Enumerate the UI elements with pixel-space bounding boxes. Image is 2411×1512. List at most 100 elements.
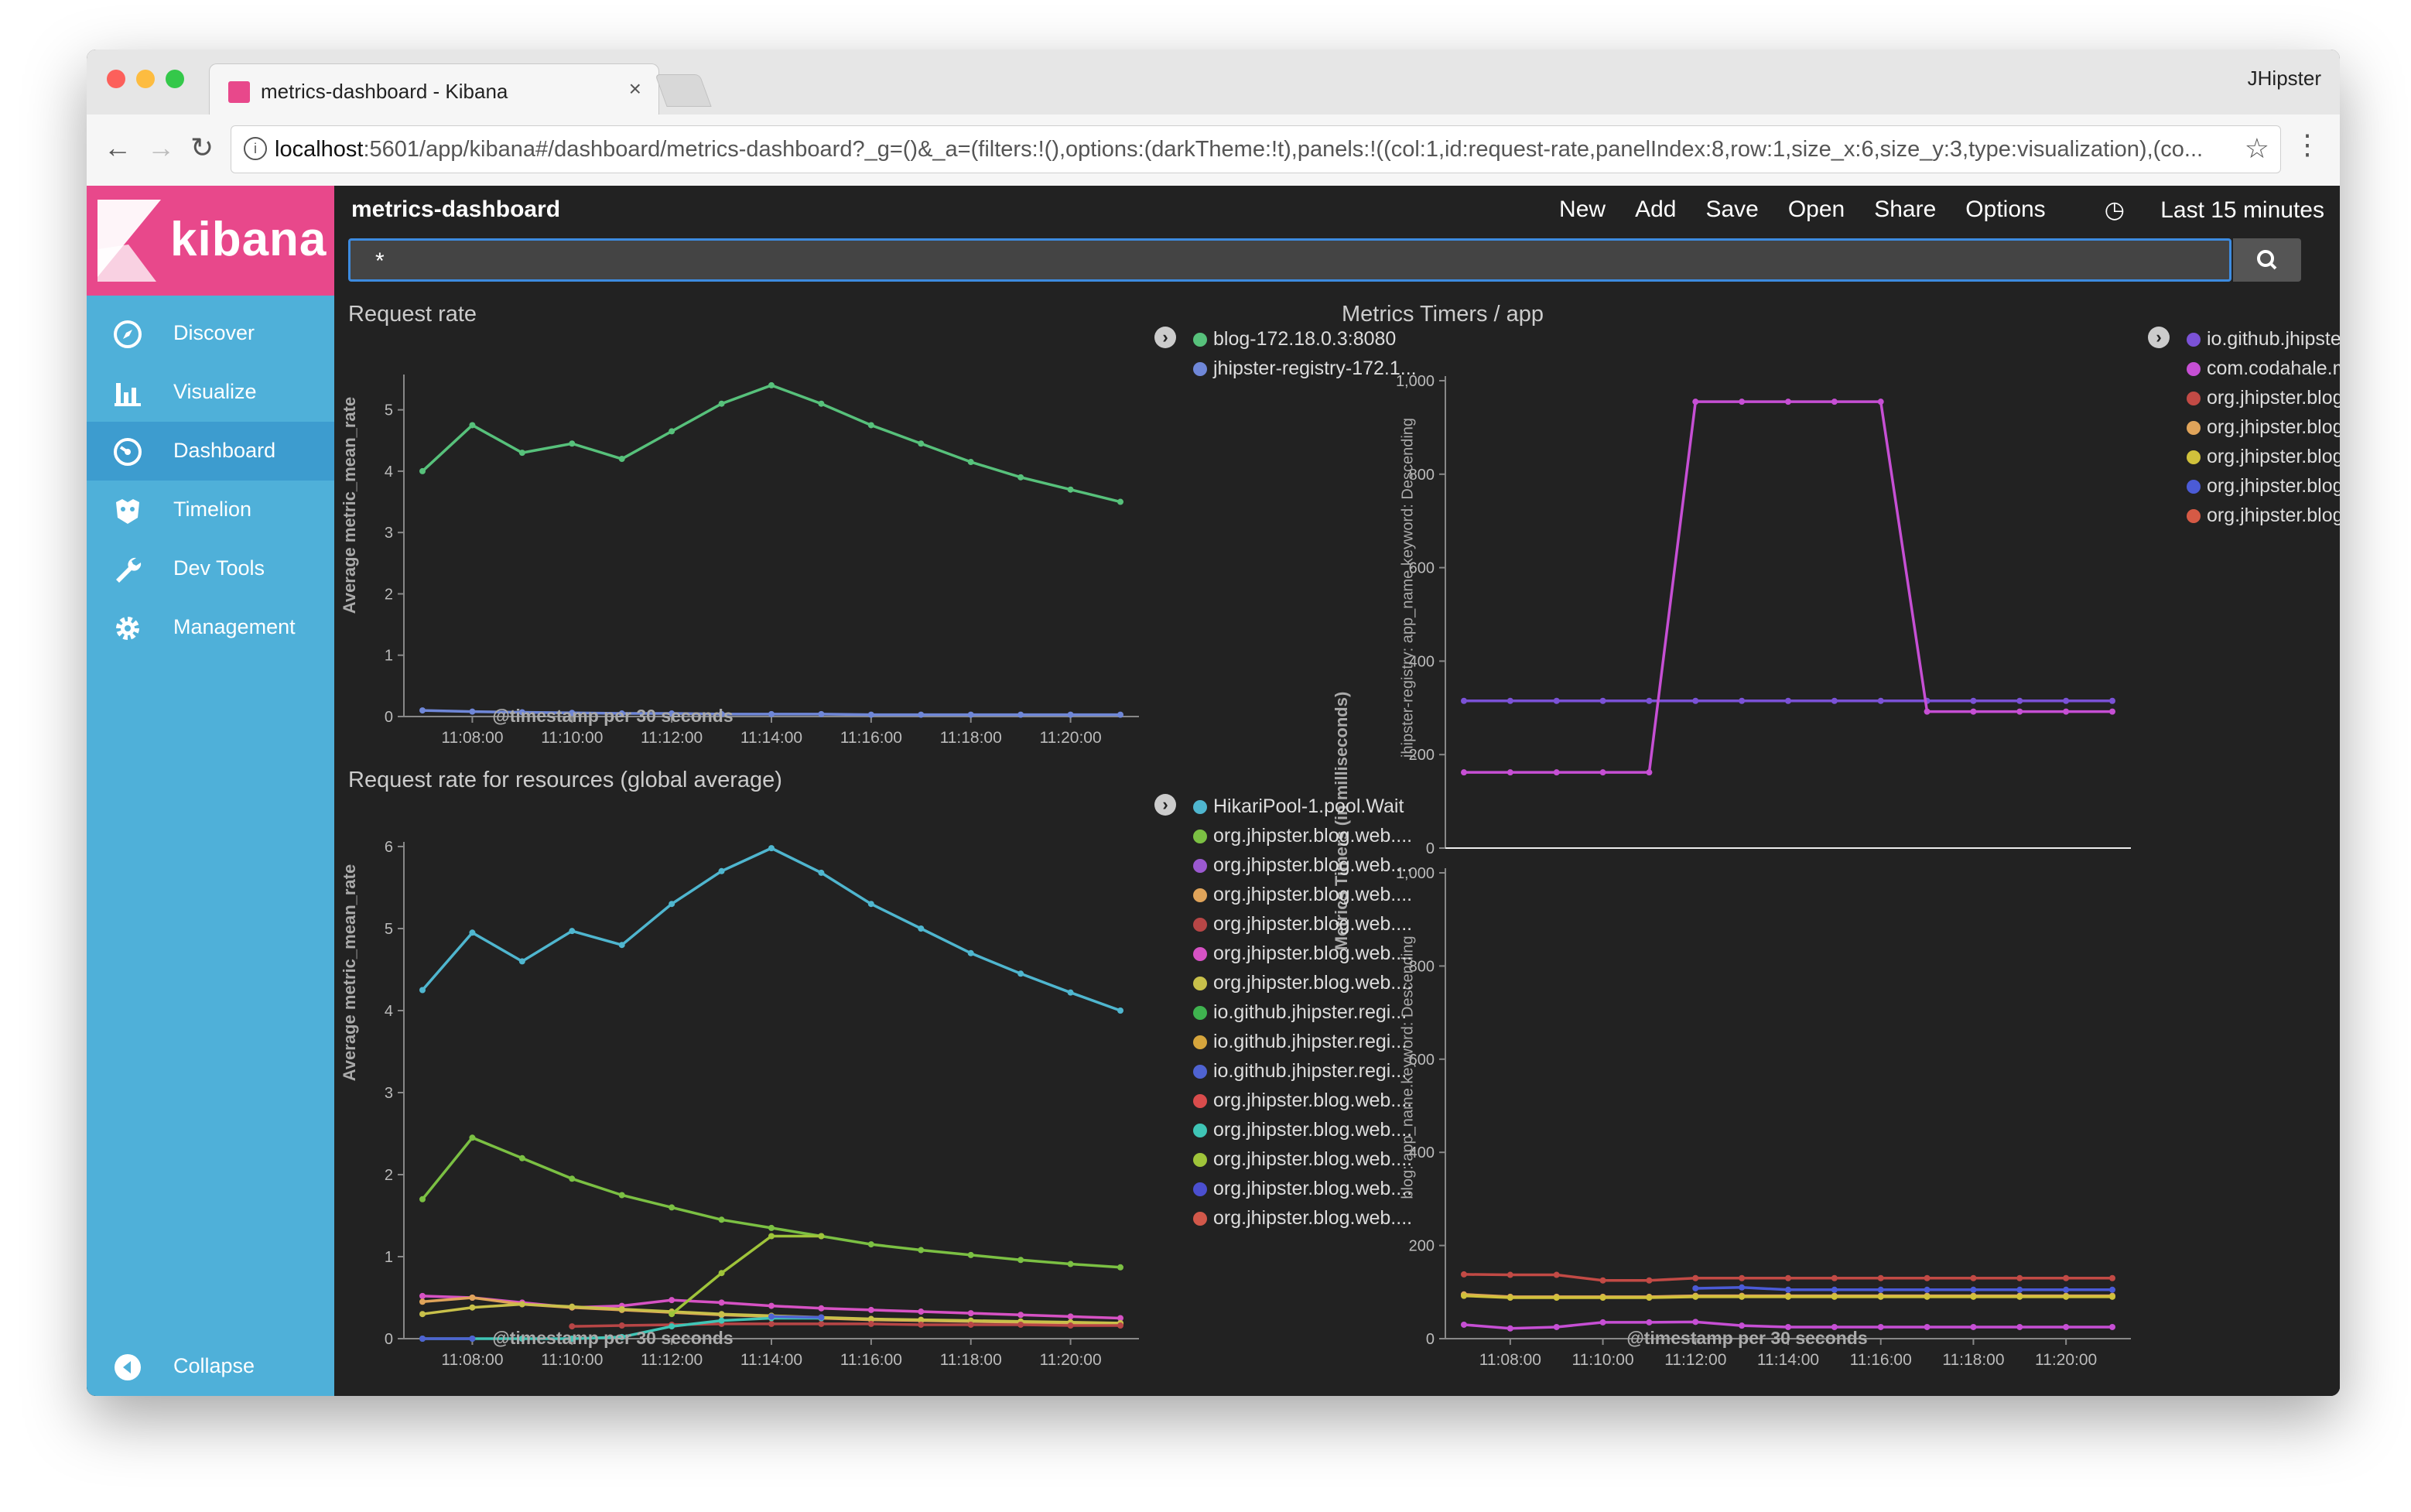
reload-icon[interactable]: ↻ — [190, 132, 214, 163]
data-point — [618, 942, 625, 949]
data-point — [718, 400, 725, 407]
x-tick-label: 11:14:00 — [1757, 1351, 1819, 1369]
sidebar-item-label: Dashboard — [173, 439, 276, 462]
legend-label: org.jhipster.blog.web.... — [2207, 387, 2340, 409]
minimize-window-button[interactable] — [136, 70, 155, 88]
legend-dot-icon — [2187, 450, 2201, 464]
bookmark-star-icon[interactable]: ☆ — [2244, 132, 2269, 164]
forward-arrow-icon[interactable]: → — [147, 132, 175, 163]
collapse-arrow-icon — [115, 1354, 141, 1380]
data-point — [768, 381, 775, 388]
menu-add[interactable]: Add — [1635, 197, 1677, 222]
data-point — [518, 709, 525, 716]
data-point — [1970, 697, 1977, 704]
legend-toggle-icon[interactable]: › — [1154, 327, 1176, 348]
data-point — [669, 710, 675, 717]
close-window-button[interactable] — [107, 70, 125, 88]
tab-close-icon[interactable]: × — [628, 77, 641, 101]
data-point — [1553, 1271, 1560, 1278]
sidebar-item-dashboard[interactable]: Dashboard — [87, 422, 334, 481]
x-tick-label: 11:16:00 — [1850, 1351, 1912, 1369]
search-input[interactable]: * — [348, 238, 2231, 282]
info-icon[interactable]: i — [244, 137, 267, 160]
dashboard-main: metrics-dashboard New Add Save Open Shar… — [334, 186, 2340, 1396]
menu-options[interactable]: Options — [1965, 197, 2046, 222]
search-button[interactable] — [2233, 238, 2301, 282]
x-tick-label: 11:08:00 — [441, 729, 503, 747]
data-point — [1739, 1322, 1746, 1329]
data-point — [2016, 1293, 2023, 1300]
data-point — [718, 1299, 725, 1306]
data-point — [918, 1308, 925, 1315]
series-line — [572, 1322, 1120, 1328]
sidebar-item-timelion[interactable]: Timelion — [87, 481, 334, 539]
sidebar-item-visualize[interactable]: Visualize — [87, 363, 334, 422]
data-point — [918, 440, 925, 447]
sidebar-item-label: Timelion — [173, 498, 252, 521]
tab-title: metrics-dashboard - Kibana — [261, 80, 508, 103]
kibana-app: kibana Discover Visualize Dashboard Time… — [87, 186, 2340, 1396]
kibana-logo[interactable]: kibana — [87, 186, 334, 296]
menu-open[interactable]: Open — [1787, 197, 1845, 222]
data-point — [1831, 1293, 1838, 1300]
maximize-window-button[interactable] — [166, 70, 184, 88]
data-point — [1877, 399, 1884, 405]
browser-profile[interactable]: JHipster — [2247, 67, 2321, 90]
browser-tab-bar: metrics-dashboard - Kibana × JHipster — [87, 50, 2340, 115]
chart-timers-registry: 0 200 400 600 800 1,000 — [1396, 373, 2131, 857]
data-point — [2109, 1274, 2115, 1281]
sidebar-collapse-button[interactable]: Collapse — [87, 1337, 334, 1396]
data-point — [1553, 769, 1560, 776]
data-point — [1067, 1322, 1074, 1329]
data-point — [1599, 769, 1606, 776]
data-point — [419, 1336, 426, 1342]
menu-save[interactable]: Save — [1705, 197, 1759, 222]
menu-share[interactable]: Share — [1874, 197, 1937, 222]
legend-dot-icon — [2187, 480, 2201, 494]
data-point — [2016, 1286, 2023, 1293]
back-arrow-icon[interactable]: ← — [104, 132, 132, 163]
legend-toggle-icon[interactable]: › — [2148, 327, 2170, 348]
url-input[interactable]: i localhost:5601/app/kibana#/dashboard/m… — [231, 125, 2281, 173]
new-tab-button[interactable] — [655, 74, 712, 107]
data-point — [867, 1306, 874, 1313]
sub-ylabel-timers-top: jhipster-registry: app_name.keyword: Des… — [1399, 417, 1417, 758]
data-point — [718, 1216, 725, 1223]
legend-label: jhipster-registry-172.1... — [1213, 357, 1417, 379]
data-point — [1117, 1315, 1123, 1322]
search-icon — [2257, 250, 2277, 270]
time-picker[interactable]: ◷ Last 15 minutes — [2075, 197, 2324, 224]
legend-label: HikariPool-1.pool.Wait — [1213, 795, 1404, 817]
x-tick-label: 11:18:00 — [940, 1351, 1002, 1369]
data-point — [569, 1303, 576, 1310]
dashboard-title: metrics-dashboard — [351, 197, 561, 222]
data-point — [818, 869, 825, 876]
series-line — [1695, 1286, 2112, 1291]
menu-new[interactable]: New — [1559, 197, 1606, 222]
data-point — [1017, 711, 1024, 718]
data-point — [867, 901, 874, 908]
data-point — [669, 1204, 675, 1211]
legend-label: org.jhipster.blog.web.... — [1213, 972, 1413, 994]
sidebar-item-label: Visualize — [173, 380, 257, 403]
data-point — [1970, 1286, 1977, 1293]
wrench-icon — [116, 557, 142, 583]
sidebar-item-dev-tools[interactable]: Dev Tools — [87, 539, 334, 598]
browser-tab[interactable]: metrics-dashboard - Kibana × — [209, 63, 659, 115]
legend-label: org.jhipster.blog.web.... — [1213, 1178, 1413, 1199]
legend-label: org.jhipster.blog.web.... — [1213, 1207, 1413, 1229]
data-point — [1831, 1274, 1838, 1281]
gauge-icon — [114, 438, 142, 466]
data-point — [1877, 697, 1884, 704]
data-point — [1924, 1293, 1931, 1300]
sidebar-item-management[interactable]: Management — [87, 598, 334, 657]
browser-menu-icon[interactable]: ⋮ — [2293, 128, 2321, 160]
bar-chart-icon — [115, 383, 141, 406]
sidebar-item-discover[interactable]: Discover — [87, 304, 334, 363]
xlabel-request-rate: @timestamp per 30 seconds — [492, 706, 734, 726]
data-point — [2063, 708, 2070, 715]
data-point — [1924, 708, 1931, 715]
legend-toggle-icon[interactable]: › — [1154, 794, 1176, 816]
y-tick-label: 0 — [1426, 1331, 1435, 1348]
data-point — [419, 1196, 426, 1202]
